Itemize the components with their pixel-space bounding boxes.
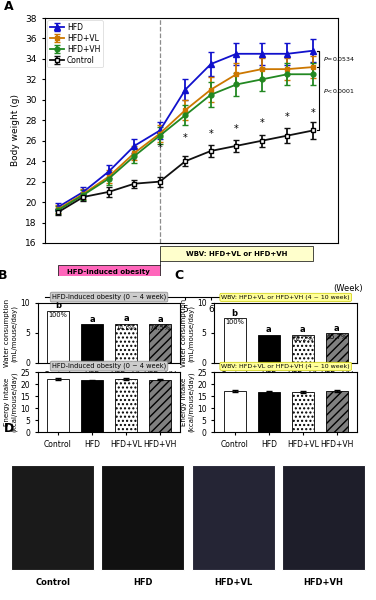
Text: 74.5%: 74.5% <box>150 325 171 331</box>
Text: a: a <box>157 314 163 323</box>
Y-axis label: Energy intake
(kcal/mouse/day): Energy intake (kcal/mouse/day) <box>4 371 18 433</box>
Bar <box>102 464 184 571</box>
Bar <box>326 334 348 363</box>
Bar <box>47 311 69 363</box>
Text: *: * <box>158 143 162 153</box>
Bar <box>115 323 137 363</box>
FancyBboxPatch shape <box>160 247 313 261</box>
Text: a: a <box>89 315 95 324</box>
Y-axis label: Water consumption
(mL/mouse/day): Water consumption (mL/mouse/day) <box>181 299 194 367</box>
Text: *: * <box>259 118 264 128</box>
Text: C: C <box>174 269 183 282</box>
Bar <box>11 464 94 571</box>
Text: D: D <box>4 422 14 435</box>
Text: WBV: HFD+VL or HFD+VH: WBV: HFD+VL or HFD+VH <box>186 251 287 257</box>
Text: b: b <box>232 308 238 317</box>
Y-axis label: Water consumption
(mL/mouse/day): Water consumption (mL/mouse/day) <box>4 299 18 367</box>
Text: 100%: 100% <box>49 312 67 318</box>
Bar <box>258 392 280 432</box>
Text: 62.2%: 62.2% <box>292 336 313 342</box>
Text: *: * <box>311 108 315 118</box>
FancyBboxPatch shape <box>58 265 160 279</box>
Text: HFD-induced obesity: HFD-induced obesity <box>67 269 150 275</box>
Bar <box>149 324 171 363</box>
Title: WBV: HFD+VL or HFD+VH (4 ~ 10 week): WBV: HFD+VL or HFD+VH (4 ~ 10 week) <box>221 364 350 369</box>
Text: 65.7%: 65.7% <box>326 334 347 340</box>
Title: HFD-induced obesity (0 ~ 4 week): HFD-induced obesity (0 ~ 4 week) <box>52 294 166 301</box>
Text: HFD: HFD <box>133 578 153 587</box>
Bar <box>282 464 365 571</box>
Text: *: * <box>285 112 290 122</box>
Text: HFD+VL: HFD+VL <box>214 578 252 587</box>
Text: HFD+VH: HFD+VH <box>303 578 343 587</box>
Title: HFD-induced obesity (0 ~ 4 week): HFD-induced obesity (0 ~ 4 week) <box>52 363 166 370</box>
Bar <box>292 335 314 363</box>
Text: a: a <box>334 324 340 333</box>
Bar <box>115 379 137 432</box>
Text: a: a <box>266 325 271 334</box>
Bar <box>149 380 171 432</box>
Text: b: b <box>55 301 61 310</box>
Text: $P$<0.0001: $P$<0.0001 <box>323 86 355 95</box>
Bar <box>81 324 103 363</box>
Bar <box>326 391 348 432</box>
Text: $P$=0.0534: $P$=0.0534 <box>323 55 356 63</box>
Y-axis label: Energy intake
(kcal/mouse/day): Energy intake (kcal/mouse/day) <box>181 371 194 433</box>
Text: a: a <box>123 314 129 323</box>
Text: 74.6%: 74.6% <box>115 325 136 331</box>
Bar <box>258 335 280 363</box>
Text: *: * <box>132 156 137 166</box>
Bar <box>292 392 314 432</box>
Text: B: B <box>0 269 7 282</box>
Text: A: A <box>4 1 14 13</box>
Bar <box>192 464 274 571</box>
Text: (Week): (Week) <box>333 284 363 293</box>
Bar <box>81 380 103 432</box>
Text: 62.4%: 62.4% <box>258 336 279 342</box>
Text: *: * <box>209 128 213 139</box>
Y-axis label: Body weight (g): Body weight (g) <box>11 94 20 166</box>
Bar <box>47 379 69 432</box>
Text: 74.2%: 74.2% <box>82 325 103 331</box>
Text: a: a <box>300 325 306 335</box>
Legend: HFD, HFD+VL, HFD+VH, Control: HFD, HFD+VL, HFD+VH, Control <box>47 20 103 67</box>
Bar <box>224 391 246 432</box>
Text: *: * <box>183 133 188 143</box>
Text: *: * <box>234 124 239 134</box>
Bar <box>224 318 246 363</box>
Text: Control: Control <box>35 578 70 587</box>
Title: WBV: HFD+VL or HFD+VH (4 ~ 10 week): WBV: HFD+VL or HFD+VH (4 ~ 10 week) <box>221 295 350 300</box>
Text: 100%: 100% <box>225 319 244 325</box>
